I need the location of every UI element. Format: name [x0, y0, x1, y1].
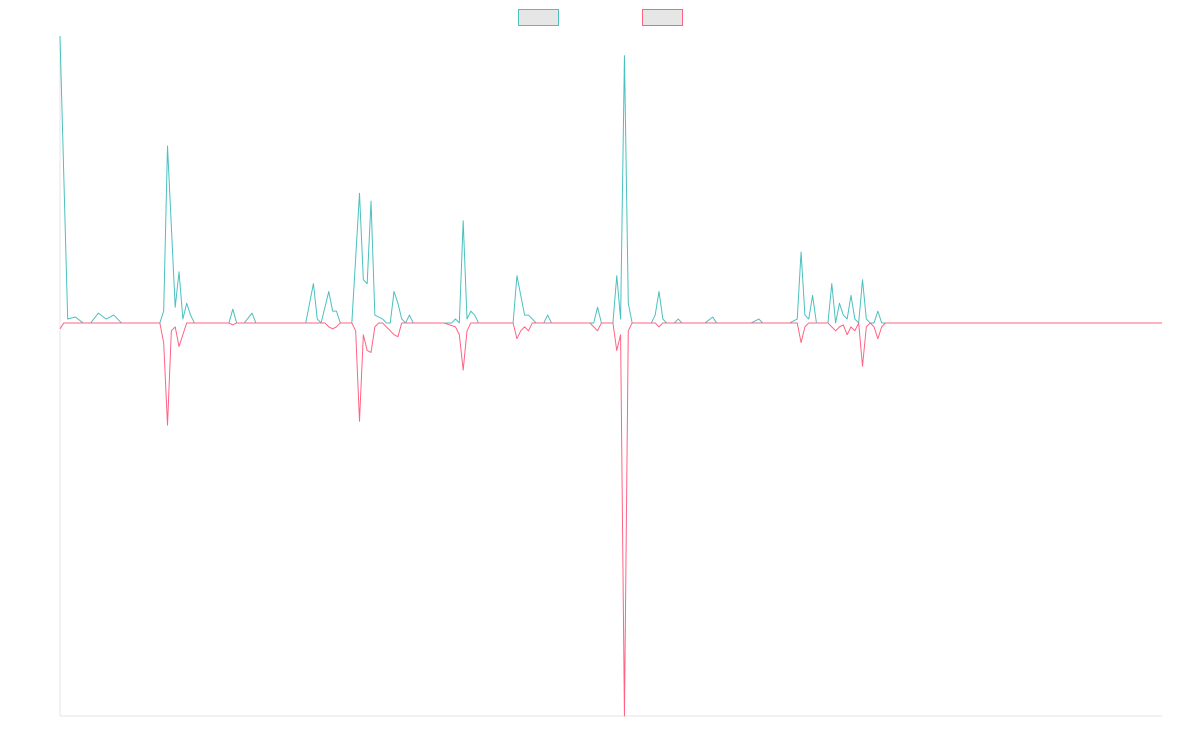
series-layer [59, 35, 1162, 717]
legend-item-1[interactable] [518, 9, 559, 26]
chart-legend[interactable] [518, 9, 683, 26]
chart-axes [59, 36, 1162, 717]
series-line-1 [59, 35, 1162, 324]
legend-item-2[interactable] [642, 9, 683, 26]
series-line-2 [59, 322, 1162, 717]
